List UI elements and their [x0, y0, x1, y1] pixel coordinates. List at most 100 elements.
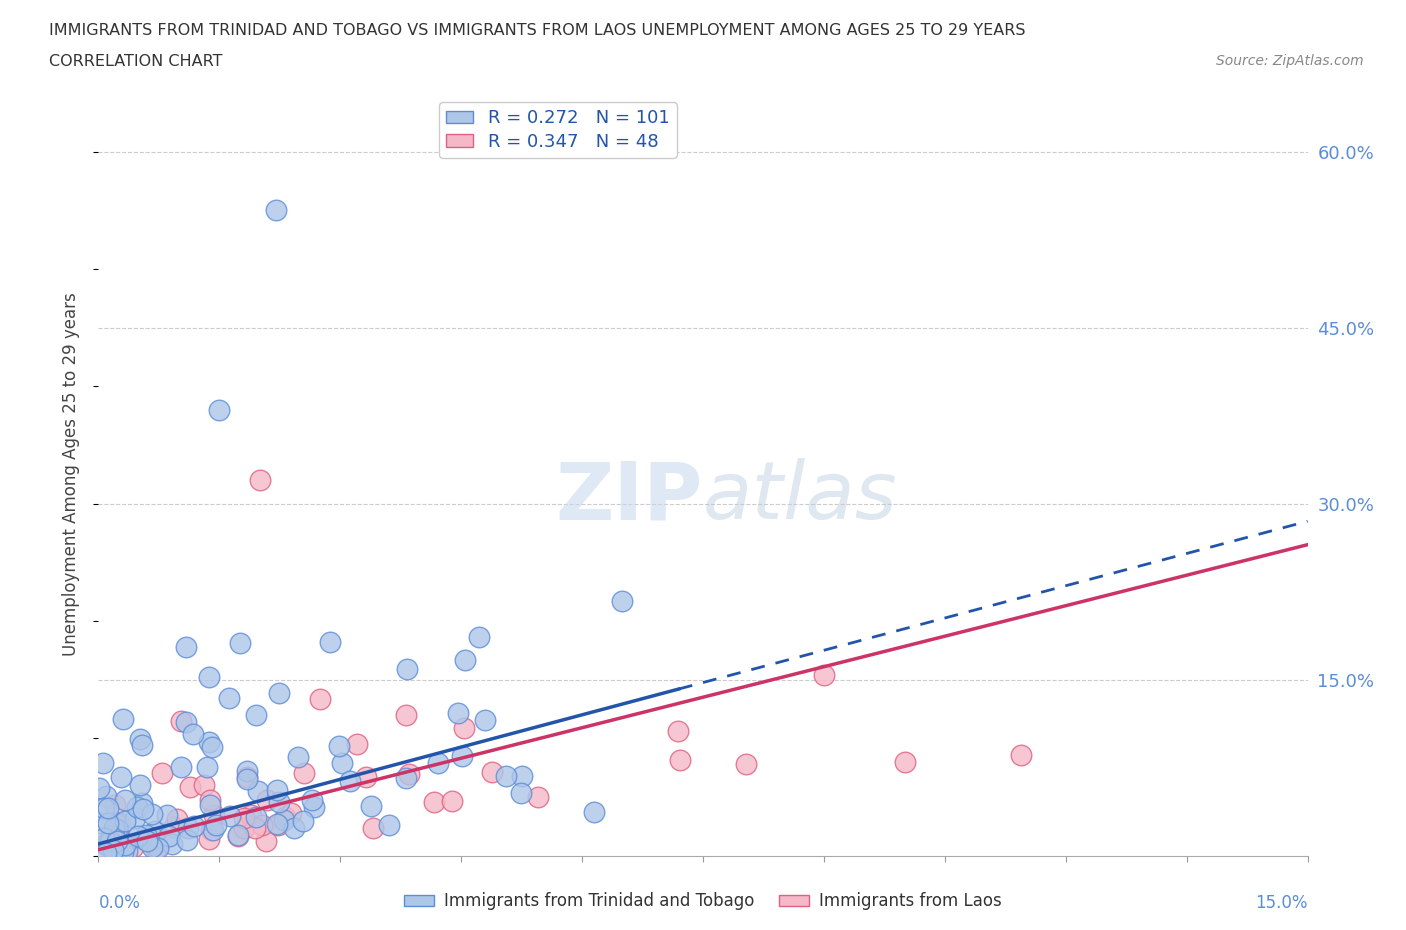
- Point: [236, 764, 259, 778]
- Point: [395, 708, 418, 723]
- Point: [176, 640, 198, 655]
- Point: [105, 821, 128, 836]
- Point: [135, 828, 157, 843]
- Point: [245, 810, 267, 825]
- Point: [142, 830, 165, 845]
- Point: [129, 732, 152, 747]
- Point: [94, 789, 117, 804]
- Point: [141, 806, 163, 821]
- Point: [236, 771, 259, 786]
- Point: [229, 635, 252, 650]
- Point: [360, 798, 382, 813]
- Point: [176, 832, 198, 847]
- Point: [273, 813, 295, 828]
- Point: [183, 818, 205, 833]
- Point: [363, 821, 385, 836]
- Point: [245, 708, 267, 723]
- Text: IMMIGRANTS FROM TRINIDAD AND TOBAGO VS IMMIGRANTS FROM LAOS UNEMPLOYMENT AMONG A: IMMIGRANTS FROM TRINIDAD AND TOBAGO VS I…: [49, 23, 1026, 38]
- Point: [200, 822, 222, 837]
- Point: [107, 825, 129, 840]
- Point: [91, 755, 114, 770]
- Y-axis label: Unemployment Among Ages 25 to 29 years: Unemployment Among Ages 25 to 29 years: [62, 292, 80, 657]
- Point: [131, 737, 153, 752]
- Point: [246, 784, 269, 799]
- Point: [96, 845, 118, 860]
- Text: CORRELATION CHART: CORRELATION CHART: [49, 54, 222, 69]
- Point: [218, 691, 240, 706]
- Point: [145, 841, 167, 856]
- Point: [893, 754, 915, 769]
- Point: [451, 749, 474, 764]
- Point: [122, 840, 145, 855]
- Point: [200, 792, 222, 807]
- Point: [98, 833, 121, 848]
- Point: [156, 807, 179, 822]
- Point: [127, 829, 149, 844]
- Point: [125, 800, 148, 815]
- Point: [174, 714, 197, 729]
- Point: [292, 765, 315, 780]
- Point: [813, 668, 835, 683]
- Point: [112, 711, 135, 726]
- Point: [93, 837, 115, 852]
- Point: [280, 805, 302, 820]
- Point: [200, 740, 222, 755]
- Point: [339, 774, 361, 789]
- Point: [481, 764, 503, 779]
- Point: [197, 669, 219, 684]
- Point: [354, 770, 377, 785]
- Point: [131, 796, 153, 811]
- Point: [328, 738, 350, 753]
- Point: [274, 810, 297, 825]
- Point: [198, 734, 221, 749]
- Point: [142, 837, 165, 852]
- Point: [734, 757, 756, 772]
- Point: [454, 652, 477, 667]
- Point: [509, 785, 531, 800]
- Point: [245, 820, 267, 835]
- Point: [100, 829, 122, 844]
- Text: Source: ZipAtlas.com: Source: ZipAtlas.com: [1216, 54, 1364, 68]
- Point: [110, 769, 132, 784]
- Text: 0.0%: 0.0%: [98, 895, 141, 912]
- Point: [267, 795, 290, 810]
- Point: [160, 837, 183, 852]
- Legend: R = 0.272   N = 101, R = 0.347   N = 48: R = 0.272 N = 101, R = 0.347 N = 48: [439, 102, 676, 158]
- Point: [114, 793, 136, 808]
- Point: [423, 794, 446, 809]
- Point: [105, 817, 128, 831]
- Text: atlas: atlas: [703, 458, 898, 537]
- Point: [181, 726, 204, 741]
- Point: [141, 840, 163, 855]
- Point: [447, 706, 470, 721]
- Point: [124, 811, 146, 826]
- Point: [233, 811, 256, 826]
- Point: [346, 737, 368, 751]
- Point: [398, 766, 420, 781]
- Point: [330, 755, 353, 770]
- Point: [177, 821, 200, 836]
- Point: [254, 834, 277, 849]
- Point: [93, 801, 115, 816]
- Point: [105, 833, 128, 848]
- Point: [453, 720, 475, 735]
- Point: [441, 794, 464, 809]
- Point: [510, 769, 533, 784]
- Point: [291, 814, 314, 829]
- Point: [202, 808, 225, 823]
- Point: [143, 824, 166, 839]
- Point: [97, 816, 120, 830]
- Point: [250, 817, 273, 832]
- Point: [236, 769, 259, 784]
- Point: [232, 821, 254, 836]
- Point: [249, 472, 271, 487]
- Point: [309, 692, 332, 707]
- Point: [395, 770, 418, 785]
- Point: [301, 793, 323, 808]
- Point: [163, 819, 186, 834]
- Point: [111, 840, 134, 855]
- Point: [208, 403, 231, 418]
- Point: [117, 844, 139, 858]
- Point: [283, 820, 305, 835]
- Point: [226, 828, 249, 843]
